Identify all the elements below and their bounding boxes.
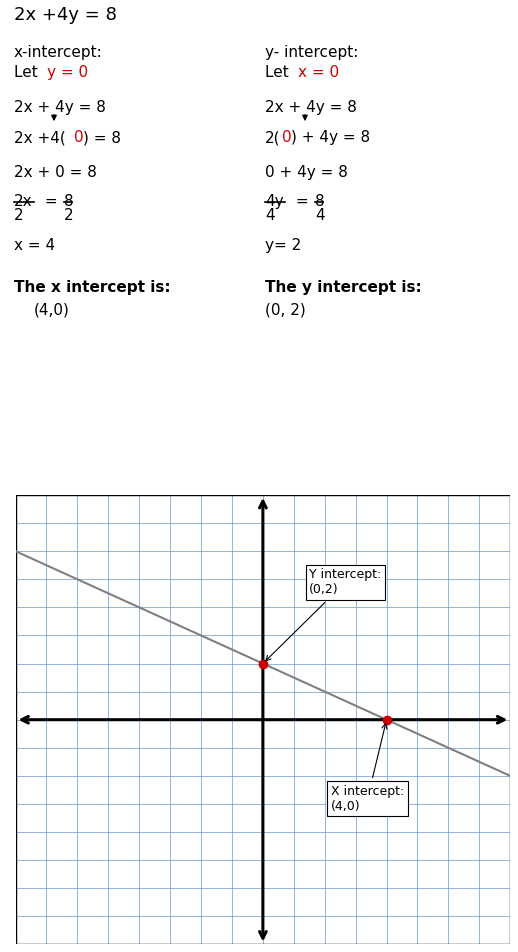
Text: (0, 2): (0, 2) [265, 302, 306, 317]
Text: 4: 4 [315, 208, 325, 223]
Text: =: = [40, 194, 63, 209]
Text: X intercept:
(4,0): X intercept: (4,0) [331, 724, 404, 813]
Text: 0: 0 [282, 130, 292, 145]
Text: 8: 8 [315, 194, 325, 209]
Text: 4y: 4y [265, 194, 284, 209]
Text: 2x + 0 = 8: 2x + 0 = 8 [14, 165, 97, 180]
Text: y = 0: y = 0 [47, 65, 88, 80]
Text: Y intercept:
(0,2): Y intercept: (0,2) [266, 568, 382, 661]
Text: x = 4: x = 4 [14, 238, 55, 253]
Text: =: = [291, 194, 313, 209]
Text: 0: 0 [74, 130, 83, 145]
Text: x-intercept:: x-intercept: [14, 45, 103, 60]
Text: 2: 2 [14, 208, 24, 223]
Text: 0 + 4y = 8: 0 + 4y = 8 [265, 165, 348, 180]
Text: Let: Let [265, 65, 294, 80]
Text: 2x +4y = 8: 2x +4y = 8 [14, 6, 117, 24]
Text: Let: Let [14, 65, 42, 80]
Text: 2(: 2( [265, 130, 281, 145]
Text: x = 0: x = 0 [298, 65, 339, 80]
Text: 2x +4(: 2x +4( [14, 130, 66, 145]
Text: 8: 8 [64, 194, 74, 209]
Text: 2x: 2x [14, 194, 33, 209]
Text: ) + 4y = 8: ) + 4y = 8 [291, 130, 370, 145]
Text: 2x + 4y = 8: 2x + 4y = 8 [265, 100, 357, 115]
Text: The y intercept is:: The y intercept is: [265, 280, 422, 295]
Text: The x intercept is:: The x intercept is: [14, 280, 170, 295]
Text: 4: 4 [265, 208, 275, 223]
Text: (4,0): (4,0) [34, 302, 70, 317]
Text: y= 2: y= 2 [265, 238, 301, 253]
Text: ) = 8: ) = 8 [83, 130, 121, 145]
Text: 2x + 4y = 8: 2x + 4y = 8 [14, 100, 106, 115]
Text: y- intercept:: y- intercept: [265, 45, 358, 60]
Text: 2: 2 [64, 208, 74, 223]
